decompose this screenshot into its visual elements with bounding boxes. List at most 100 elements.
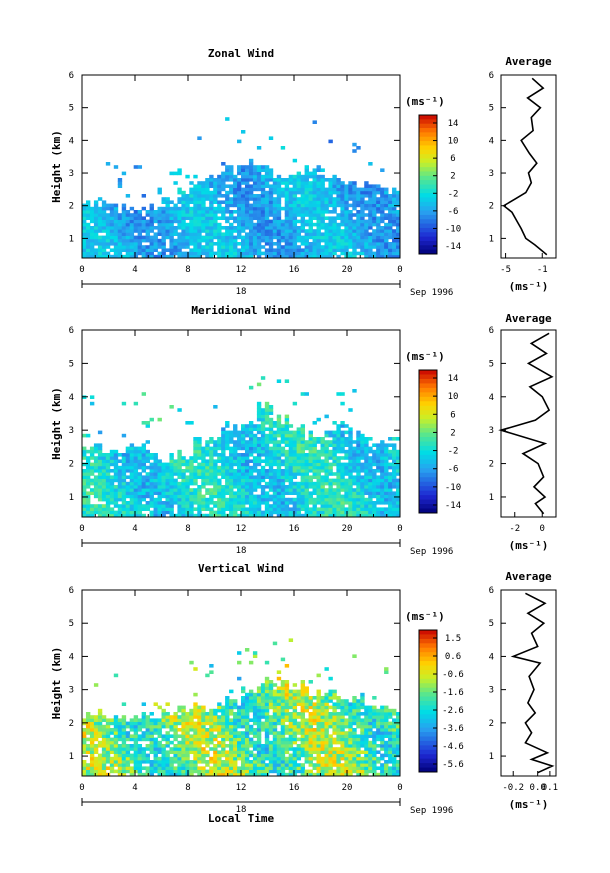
x-tick-label: 4 [132, 783, 137, 793]
colorbar-band [419, 387, 437, 393]
profile-line [502, 77, 548, 256]
colorbar-band [419, 245, 437, 251]
profile-frame [500, 589, 557, 777]
profile-title: Average [505, 312, 552, 325]
colorbar-band [419, 652, 437, 658]
y-tick-label: 1 [69, 752, 74, 762]
colorbar-tick-label: -14 [445, 501, 461, 511]
colorbar-tick-label: -2 [448, 447, 459, 457]
profile-x-tick-label: -1 [537, 265, 548, 275]
x-tick-label: 12 [236, 524, 247, 534]
colorbar-band [419, 754, 437, 760]
profile-y-tick-label: 3 [489, 426, 494, 436]
colorbar-band [419, 732, 437, 737]
profile-y-tick-label: 5 [489, 619, 494, 629]
colorbar-band [419, 175, 437, 181]
profile-title: Average [505, 570, 552, 583]
colorbar-band [419, 745, 437, 751]
colorbar-band [419, 634, 437, 640]
colorbar-band [419, 459, 437, 465]
colorbar-band [419, 132, 437, 138]
colorbar-band [419, 123, 437, 129]
colorbar-band [419, 656, 437, 662]
colorbar-tick-label: 2 [450, 172, 455, 182]
colorbar-band [419, 504, 437, 510]
colorbar-tick-label: -14 [445, 242, 461, 252]
colorbar-band [419, 441, 437, 447]
profile-y-tick-label: 2 [489, 202, 494, 212]
colorbar-band [419, 472, 437, 478]
y-tick-label: 5 [69, 619, 74, 629]
y-axis-label: Height (km) [50, 130, 63, 203]
colorbar-band [419, 414, 437, 420]
y-axis-label: Height (km) [50, 647, 63, 720]
x-tick-label: 16 [289, 783, 300, 793]
colorbar-band [419, 423, 437, 429]
colorbar-band [419, 714, 437, 720]
profile-plot: Average 1 2 3 4 5 6 -5 -1 (ms⁻¹) [489, 55, 557, 293]
colorbar-band [419, 214, 437, 220]
colorbar-band [419, 508, 437, 514]
y-tick-label: 4 [69, 393, 74, 403]
y-tick-label: 2 [69, 460, 74, 470]
colorbar-tick-label: -1.6 [442, 688, 464, 698]
colorbar-tick-label: 0.6 [445, 652, 461, 662]
colorbar-band [419, 736, 437, 742]
y-axis-label: Height (km) [50, 387, 63, 460]
x-tick-label: 20 [342, 265, 353, 275]
colorbar-band [419, 463, 437, 469]
colorbar-tick-label: -6 [448, 465, 459, 475]
colorbar-band [419, 180, 437, 185]
colorbar-band [419, 490, 437, 496]
x-tick-label: 0 [397, 265, 402, 275]
colorbar-band [419, 763, 437, 769]
y-tick-label: 5 [69, 104, 74, 114]
colorbar-frame [418, 369, 438, 514]
colorbar-band [419, 184, 437, 190]
y-tick-label: 4 [69, 136, 74, 146]
colorbar-band [419, 767, 437, 773]
colorbar-band [419, 432, 437, 438]
colorbar-band [419, 401, 437, 407]
x-tick-label: 0 [79, 265, 84, 275]
colorbar-band [419, 445, 437, 451]
colorbar-band [419, 687, 437, 693]
colorbar-tick-label: -0.6 [442, 670, 464, 680]
colorbar: (ms⁻¹) 14 10 6 2 -2 -6 -10 -14 [405, 95, 461, 255]
colorbar-band [419, 647, 437, 653]
colorbar-tick-label: -3.6 [442, 724, 464, 734]
colorbar-band [419, 468, 437, 474]
profile-x-label: (ms⁻¹) [509, 798, 549, 811]
colorbar-band [419, 481, 437, 487]
x-tick-label: 20 [342, 524, 353, 534]
heatmap-cells [82, 638, 401, 777]
colorbar-band [419, 410, 437, 416]
x-tick-label: 0 [397, 783, 402, 793]
colorbar-band [419, 249, 437, 255]
colorbar-band [419, 495, 437, 501]
profile-y-tick-label: 4 [489, 652, 494, 662]
colorbar-label: (ms⁻¹) [405, 610, 445, 623]
profile-x-tick-label: 0.0 [530, 783, 546, 793]
colorbar-band [419, 154, 437, 159]
colorbar-band [419, 396, 437, 402]
colorbar-band [419, 240, 437, 246]
profile-y-tick-label: 5 [489, 359, 494, 369]
colorbar-band [419, 374, 437, 380]
profile-plot: Average 1 2 3 4 5 6 -2 0 (ms⁻¹) [489, 312, 557, 552]
colorbar-band [419, 128, 437, 133]
colorbar-tick-label: -6 [448, 207, 459, 217]
profile-y-tick-label: 2 [489, 719, 494, 729]
colorbar-band [419, 683, 437, 689]
x-tick-label: 8 [185, 524, 190, 534]
colorbar-band [419, 158, 437, 164]
colorbar-band [419, 206, 437, 212]
heatmap-cells [82, 376, 401, 518]
colorbar-band [419, 188, 437, 194]
colorbar-band [419, 692, 437, 698]
x-tick-label: 0 [79, 783, 84, 793]
colorbar-band [419, 428, 437, 434]
profile-y-tick-label: 1 [489, 234, 494, 244]
colorbar-band [419, 437, 437, 442]
